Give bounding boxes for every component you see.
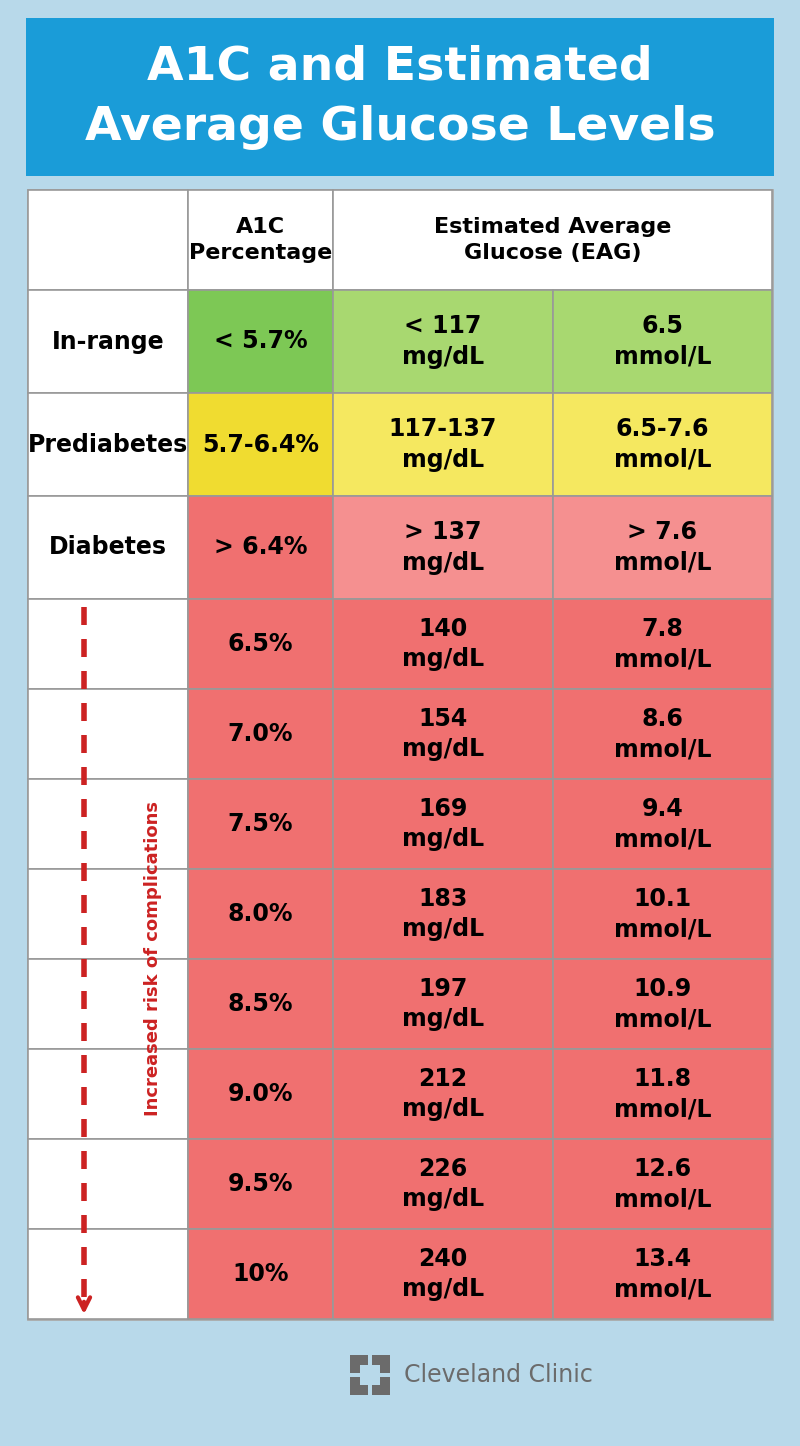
- Bar: [188, 393, 333, 496]
- Bar: [28, 599, 188, 688]
- Bar: [333, 959, 553, 1048]
- Bar: [188, 959, 333, 1048]
- Bar: [350, 1377, 368, 1395]
- Text: 12.6
mmol/L: 12.6 mmol/L: [614, 1157, 711, 1212]
- Text: 6.5
mmol/L: 6.5 mmol/L: [614, 314, 711, 369]
- Bar: [333, 1139, 553, 1229]
- Text: 197
mg/dL: 197 mg/dL: [402, 976, 484, 1031]
- Bar: [188, 1048, 333, 1139]
- Text: 154
mg/dL: 154 mg/dL: [402, 707, 484, 762]
- Bar: [553, 688, 772, 779]
- Text: 10%: 10%: [232, 1262, 289, 1285]
- Text: 6.5%: 6.5%: [228, 632, 294, 656]
- Bar: [553, 779, 772, 869]
- Bar: [553, 1229, 772, 1319]
- Bar: [188, 688, 333, 779]
- Text: 140
mg/dL: 140 mg/dL: [402, 616, 484, 671]
- Bar: [188, 599, 333, 688]
- Text: 9.4
mmol/L: 9.4 mmol/L: [614, 797, 711, 852]
- Bar: [372, 1377, 390, 1395]
- Bar: [28, 291, 188, 393]
- Text: 8.5%: 8.5%: [228, 992, 294, 1017]
- Text: 7.0%: 7.0%: [228, 722, 294, 746]
- Bar: [553, 496, 772, 599]
- Bar: [553, 1048, 772, 1139]
- Text: Cleveland Clinic: Cleveland Clinic: [404, 1364, 593, 1387]
- Text: Estimated Average
Glucose (EAG): Estimated Average Glucose (EAG): [434, 217, 671, 263]
- Bar: [333, 869, 553, 959]
- Bar: [28, 688, 188, 779]
- Bar: [553, 869, 772, 959]
- Text: < 117
mg/dL: < 117 mg/dL: [402, 314, 484, 369]
- Bar: [28, 1229, 188, 1319]
- Text: A1C
Percentage: A1C Percentage: [189, 217, 332, 263]
- Bar: [28, 189, 772, 1319]
- Bar: [26, 17, 774, 176]
- Text: 10.1
mmol/L: 10.1 mmol/L: [614, 886, 711, 941]
- Bar: [28, 393, 188, 496]
- Bar: [333, 599, 553, 688]
- Bar: [188, 779, 333, 869]
- Text: 13.4
mmol/L: 13.4 mmol/L: [614, 1246, 711, 1301]
- Text: Increased risk of complications: Increased risk of complications: [144, 801, 162, 1116]
- Text: Diabetes: Diabetes: [49, 535, 167, 560]
- Bar: [28, 1048, 188, 1139]
- Bar: [360, 1377, 368, 1385]
- Bar: [372, 1365, 380, 1374]
- Bar: [28, 959, 188, 1048]
- Bar: [28, 189, 188, 291]
- Text: 8.6
mmol/L: 8.6 mmol/L: [614, 707, 711, 762]
- Bar: [333, 291, 553, 393]
- Bar: [28, 496, 188, 599]
- Text: 5.7-6.4%: 5.7-6.4%: [202, 432, 319, 457]
- Text: 212
mg/dL: 212 mg/dL: [402, 1067, 484, 1121]
- Bar: [28, 869, 188, 959]
- Text: > 6.4%: > 6.4%: [214, 535, 307, 560]
- Bar: [333, 496, 553, 599]
- Text: 9.0%: 9.0%: [228, 1082, 294, 1106]
- Text: 6.5-7.6
mmol/L: 6.5-7.6 mmol/L: [614, 418, 711, 471]
- Text: In-range: In-range: [52, 330, 164, 353]
- Text: 9.5%: 9.5%: [228, 1173, 294, 1196]
- Bar: [553, 599, 772, 688]
- Text: A1C and Estimated
Average Glucose Levels: A1C and Estimated Average Glucose Levels: [85, 45, 715, 150]
- Text: > 7.6
mmol/L: > 7.6 mmol/L: [614, 521, 711, 576]
- Bar: [333, 1048, 553, 1139]
- Text: 10.9
mmol/L: 10.9 mmol/L: [614, 976, 711, 1031]
- Bar: [553, 291, 772, 393]
- Bar: [372, 1377, 380, 1385]
- Text: 7.8
mmol/L: 7.8 mmol/L: [614, 616, 711, 671]
- Bar: [188, 496, 333, 599]
- Bar: [28, 779, 188, 869]
- Text: 183
mg/dL: 183 mg/dL: [402, 886, 484, 941]
- Bar: [372, 1355, 390, 1374]
- Bar: [360, 1365, 368, 1374]
- Bar: [350, 1355, 368, 1374]
- Bar: [553, 959, 772, 1048]
- Bar: [188, 189, 333, 291]
- Bar: [333, 1229, 553, 1319]
- Text: Prediabetes: Prediabetes: [28, 432, 188, 457]
- Bar: [333, 393, 553, 496]
- Bar: [188, 869, 333, 959]
- Text: 240
mg/dL: 240 mg/dL: [402, 1246, 484, 1301]
- Text: 226
mg/dL: 226 mg/dL: [402, 1157, 484, 1212]
- Text: 8.0%: 8.0%: [228, 902, 294, 925]
- Text: 169
mg/dL: 169 mg/dL: [402, 797, 484, 852]
- Text: 117-137
mg/dL: 117-137 mg/dL: [389, 418, 497, 471]
- Bar: [553, 393, 772, 496]
- Bar: [188, 1229, 333, 1319]
- Bar: [333, 189, 772, 291]
- Text: > 137
mg/dL: > 137 mg/dL: [402, 521, 484, 576]
- Bar: [333, 688, 553, 779]
- Bar: [28, 1139, 188, 1229]
- Text: < 5.7%: < 5.7%: [214, 330, 307, 353]
- Bar: [553, 1139, 772, 1229]
- Bar: [188, 1139, 333, 1229]
- Bar: [333, 779, 553, 869]
- Bar: [188, 291, 333, 393]
- Text: 7.5%: 7.5%: [228, 813, 294, 836]
- Text: 11.8
mmol/L: 11.8 mmol/L: [614, 1067, 711, 1121]
